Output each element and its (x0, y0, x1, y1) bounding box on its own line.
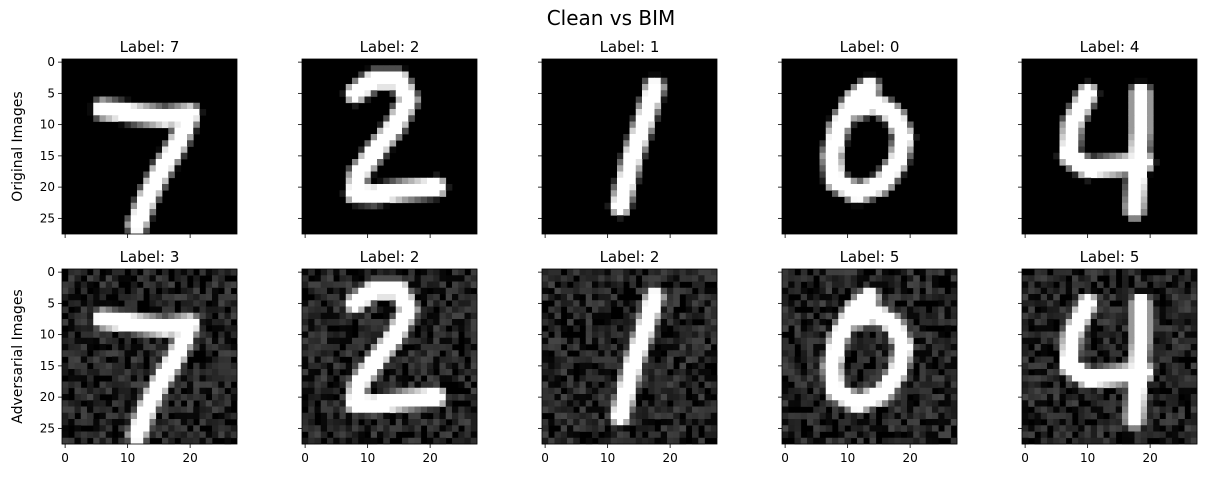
panel: Label: 0 (778, 38, 958, 238)
digit-image (782, 269, 958, 445)
y-tick-label: 25 (40, 421, 55, 435)
axes-frame (541, 58, 718, 235)
digit-image (542, 269, 718, 445)
y-tick-label: 20 (40, 390, 55, 404)
panel-title: Label: 7 (120, 38, 180, 56)
panel: Label: 7 0 5 10 15 20 25 Original Images (10, 38, 238, 238)
figure-title: Clean vs BIM (547, 6, 676, 30)
x-tick-label: 0 (781, 451, 789, 465)
x-tick-label: 0 (1021, 451, 1029, 465)
x-tick-label: 0 (61, 451, 69, 465)
x-tick-label: 20 (422, 451, 437, 465)
y-tick-label: 25 (40, 211, 55, 225)
panel: Label: 5 0 10 20 (778, 248, 958, 465)
panel-title: Label: 2 (600, 248, 660, 266)
axes-frame (541, 268, 718, 445)
digit-image (542, 59, 717, 234)
axes-frame (781, 58, 958, 235)
y-tick-label: 10 (40, 118, 55, 132)
panel-title: Label: 5 (1080, 248, 1140, 266)
panel-title: Label: 3 (120, 248, 180, 266)
digit-image (302, 59, 477, 234)
digit-image (782, 59, 957, 234)
digit-image (1022, 59, 1197, 234)
panel-title: Label: 2 (360, 38, 420, 56)
axes-frame (1021, 268, 1198, 445)
row-label: Adversarial Images (10, 289, 26, 423)
x-tick-label: 0 (541, 451, 549, 465)
panel-title: Label: 0 (840, 38, 900, 56)
axes-frame (61, 58, 238, 235)
y-tick-label: 20 (40, 180, 55, 194)
x-tick-label: 10 (600, 451, 615, 465)
digit-image (62, 59, 237, 235)
x-tick-label: 10 (1080, 451, 1095, 465)
axes-frame (781, 268, 958, 445)
panel: Label: 2 0 10 20 (538, 248, 718, 465)
y-tick-label: 5 (47, 86, 55, 100)
axes-frame (301, 268, 478, 445)
axes-frame (301, 58, 478, 235)
x-tick-label: 0 (301, 451, 309, 465)
x-tick-label: 10 (360, 451, 375, 465)
x-tick-label: 20 (1142, 451, 1157, 465)
y-tick-label: 15 (40, 149, 55, 163)
panel: Label: 5 0 10 20 (1018, 248, 1198, 465)
panel-title: Label: 5 (840, 248, 900, 266)
digit-image (302, 269, 478, 445)
panel-title: Label: 2 (360, 248, 420, 266)
y-tick-label: 5 (47, 296, 55, 310)
x-tick-label: 10 (120, 451, 135, 465)
y-tick-label: 0 (47, 265, 55, 279)
panel-title: Label: 1 (600, 38, 660, 56)
panel: Label: 2 (298, 38, 478, 238)
x-tick-label: 10 (840, 451, 855, 465)
panel: Label: 1 (538, 38, 718, 238)
axes-frame (1021, 58, 1198, 235)
y-tick-label: 10 (40, 328, 55, 342)
x-tick-label: 20 (902, 451, 917, 465)
axes-frame (61, 268, 238, 445)
x-tick-label: 20 (662, 451, 677, 465)
digit-image (1022, 269, 1198, 445)
y-tick-label: 15 (40, 359, 55, 373)
digit-image (62, 269, 238, 445)
row-label: Original Images (10, 91, 26, 201)
panel: Label: 4 (1018, 38, 1198, 238)
panel: Label: 3 0 5 10 15 20 25 0 10 20 Adversarial Image… (10, 248, 238, 465)
y-tick-label: 0 (47, 55, 55, 69)
panel: Label: 2 0 10 20 (298, 248, 478, 465)
panel-title: Label: 4 (1080, 38, 1140, 56)
x-tick-label: 20 (182, 451, 197, 465)
